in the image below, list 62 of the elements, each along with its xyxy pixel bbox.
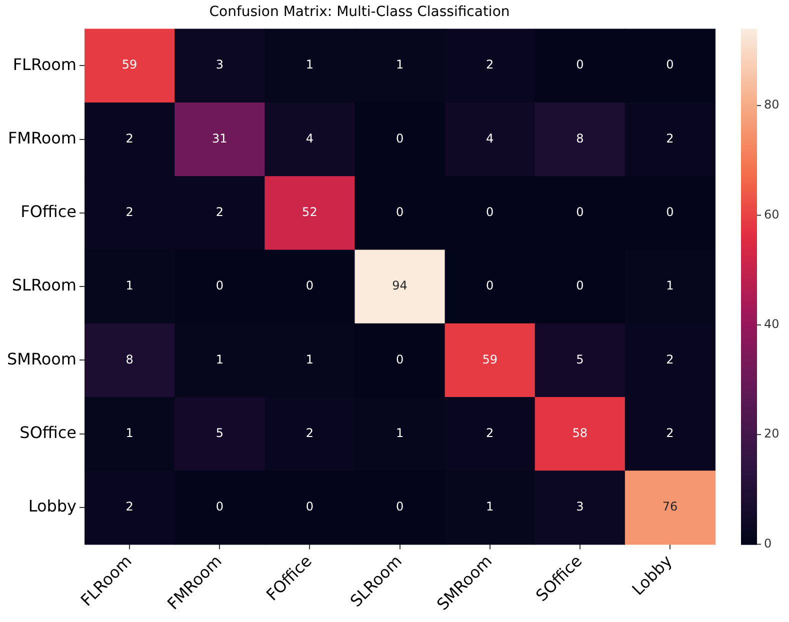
data-label: 5 bbox=[216, 426, 224, 440]
chart-title: Confusion Matrix: Multi-Class Classification bbox=[209, 4, 510, 20]
y-tick-label: FLRoom bbox=[12, 54, 77, 74]
color-bar-label: 0 bbox=[764, 536, 772, 550]
color-bar-label: 80 bbox=[764, 98, 780, 112]
data-label: 0 bbox=[576, 278, 584, 293]
data-label: 31 bbox=[212, 131, 228, 146]
y-tick-label: FMRoom bbox=[8, 128, 77, 148]
data-label: 1 bbox=[126, 278, 134, 293]
data-label: 0 bbox=[306, 278, 314, 293]
data-label: 2 bbox=[216, 205, 224, 220]
data-label: 4 bbox=[306, 131, 314, 146]
data-label: 58 bbox=[572, 426, 588, 440]
data-label: 3 bbox=[216, 58, 224, 72]
data-label: 0 bbox=[216, 278, 224, 293]
data-label: 0 bbox=[576, 205, 584, 220]
data-label: 8 bbox=[126, 352, 134, 366]
data-label: 1 bbox=[216, 352, 224, 366]
data-label: 0 bbox=[666, 205, 674, 220]
y-tick-label: Lobby bbox=[28, 496, 77, 516]
data-label: 1 bbox=[126, 426, 134, 440]
color-bar-label: 20 bbox=[764, 426, 780, 441]
data-label: 0 bbox=[306, 500, 314, 514]
data-label: 59 bbox=[482, 352, 498, 366]
data-label: 3 bbox=[576, 500, 584, 514]
color-bar-label: 40 bbox=[764, 317, 780, 332]
data-label: 52 bbox=[302, 205, 318, 220]
data-label: 0 bbox=[666, 58, 674, 72]
data-label: 0 bbox=[396, 352, 404, 366]
data-label: 76 bbox=[662, 500, 678, 514]
data-label: 1 bbox=[306, 352, 314, 366]
y-tick-label: SLRoom bbox=[12, 276, 77, 295]
data-label: 2 bbox=[486, 58, 494, 72]
data-label: 0 bbox=[486, 205, 494, 220]
data-label: 1 bbox=[396, 58, 404, 72]
data-label: 0 bbox=[576, 58, 584, 72]
data-label: 2 bbox=[306, 426, 314, 440]
color-bar-label: 60 bbox=[764, 207, 780, 222]
y-tick-label: SOffice bbox=[20, 422, 77, 442]
data-label: 0 bbox=[216, 500, 224, 514]
data-label: 2 bbox=[126, 131, 134, 146]
data-label: 2 bbox=[126, 500, 134, 514]
data-label: 0 bbox=[396, 131, 404, 146]
data-label: 2 bbox=[666, 131, 674, 146]
data-label: 1 bbox=[666, 278, 674, 293]
data-label: 2 bbox=[126, 205, 134, 220]
data-label: 59 bbox=[122, 58, 138, 72]
data-label: 0 bbox=[396, 205, 404, 220]
data-label: 0 bbox=[396, 500, 404, 514]
data-label: 0 bbox=[486, 278, 494, 293]
data-label: 2 bbox=[666, 426, 674, 440]
data-label: 1 bbox=[396, 426, 404, 440]
data-label: 1 bbox=[486, 500, 494, 514]
data-label: 1 bbox=[306, 58, 314, 72]
data-label: 94 bbox=[392, 278, 408, 293]
data-label: 5 bbox=[576, 352, 584, 366]
data-label: 2 bbox=[666, 352, 674, 366]
y-tick-label: FOffice bbox=[20, 202, 77, 222]
data-label: 2 bbox=[486, 426, 494, 440]
data-label: 4 bbox=[486, 131, 494, 146]
y-tick-label: SMRoom bbox=[6, 349, 77, 368]
data-label: 8 bbox=[576, 131, 584, 146]
